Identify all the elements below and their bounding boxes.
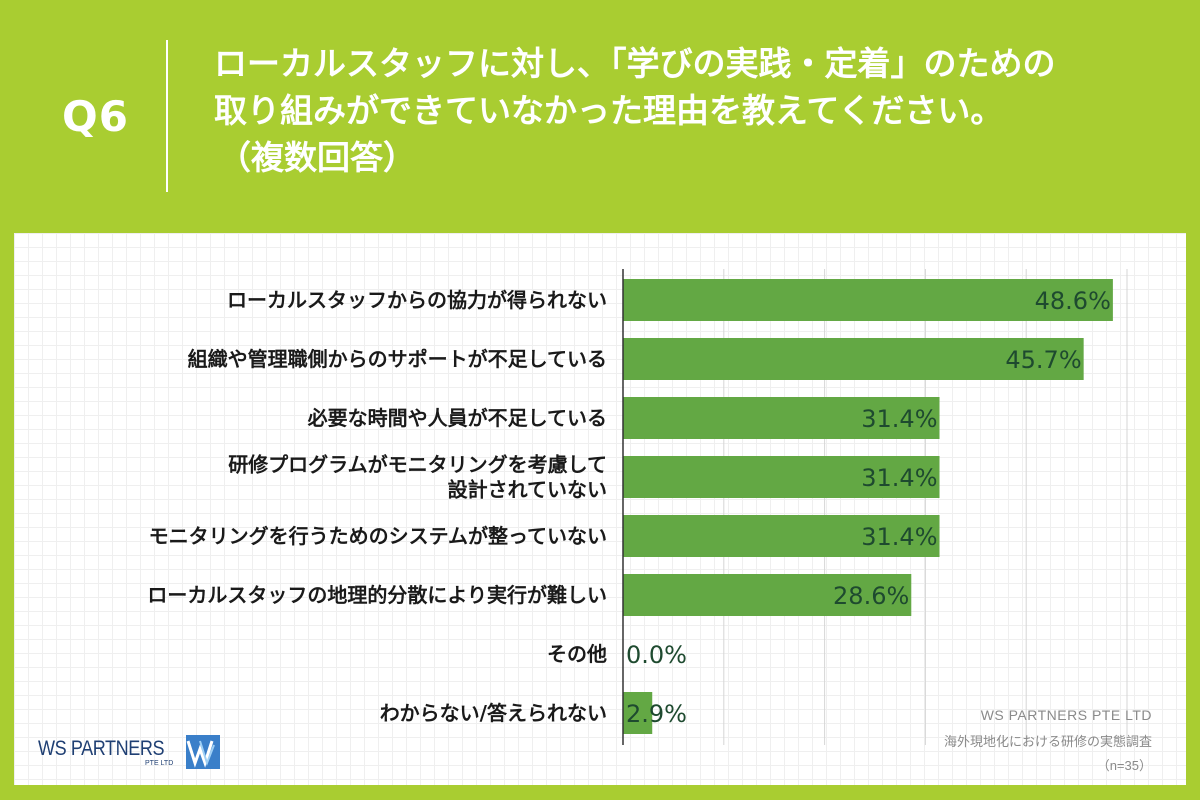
- category-label: 必要な時間や人員が不足している: [307, 406, 607, 430]
- logo-subtext: PTE LTD: [145, 760, 174, 767]
- question-title-line-3: （複数回答）: [218, 138, 416, 177]
- category-label: わからない/答えられない: [380, 701, 607, 725]
- bar: [623, 574, 912, 616]
- category-label: 組織や管理職側からのサポートが不足している: [188, 347, 607, 371]
- watermark-company: WS PARTNERS PTE LTD: [980, 707, 1152, 723]
- question-title-line-1: ローカルスタッフに対し、「学びの実践・定着」のための: [214, 44, 1056, 83]
- value-label: 31.4%: [861, 405, 937, 433]
- category-label: モニタリングを行うためのシステムが整っていない: [149, 524, 607, 548]
- bar: [623, 692, 653, 734]
- bar: [623, 397, 940, 439]
- value-label: 31.4%: [861, 523, 937, 551]
- question-title-line-2: 取り組みができていなかった理由を教えてください。: [214, 91, 1004, 130]
- category-label: その他: [547, 642, 607, 666]
- header-divider: [166, 40, 168, 192]
- value-label: 45.7%: [1005, 346, 1081, 374]
- value-label: 31.4%: [861, 464, 937, 492]
- question-title: ローカルスタッフに対し、「学びの実践・定着」のための 取り組みができていなかった…: [214, 40, 1164, 181]
- ws-partners-logo: WS PARTNERS PTE LTD: [38, 733, 238, 773]
- value-label: 48.6%: [1035, 287, 1111, 315]
- question-header: Q6 ローカルスタッフに対し、「学びの実践・定着」のための 取り組みができていな…: [0, 0, 1200, 232]
- watermark-sample-size: （n=35）: [1096, 758, 1152, 773]
- logo-mark-icon: [186, 735, 220, 769]
- category-label: 研修プログラムがモニタリングを考慮して: [228, 453, 607, 477]
- value-label: 28.6%: [833, 582, 909, 610]
- bar-chart: 48.6% ローカルスタッフからの協力が得られない 45.7% 組織や管理職側からのサ…: [147, 269, 1128, 745]
- bar: [623, 338, 1084, 380]
- chart-panel: 48.6% ローカルスタッフからの協力が得られない 45.7% 組織や管理職側からのサ…: [14, 233, 1186, 785]
- category-label: ローカルスタッフからの協力が得られない: [227, 288, 607, 312]
- value-label: 0.0%: [626, 641, 687, 669]
- bar: [623, 456, 940, 498]
- category-label: 設計されていない: [448, 478, 607, 502]
- category-label: ローカルスタッフの地理的分散により実行が難しい: [147, 583, 607, 607]
- bar: [623, 515, 940, 557]
- bar: [623, 279, 1113, 321]
- logo-text: WS PARTNERS: [38, 737, 165, 760]
- question-number: Q6: [62, 92, 129, 141]
- value-label: 2.9%: [626, 700, 687, 728]
- watermark-survey: 海外現地化における研修の実態調査: [943, 734, 1152, 749]
